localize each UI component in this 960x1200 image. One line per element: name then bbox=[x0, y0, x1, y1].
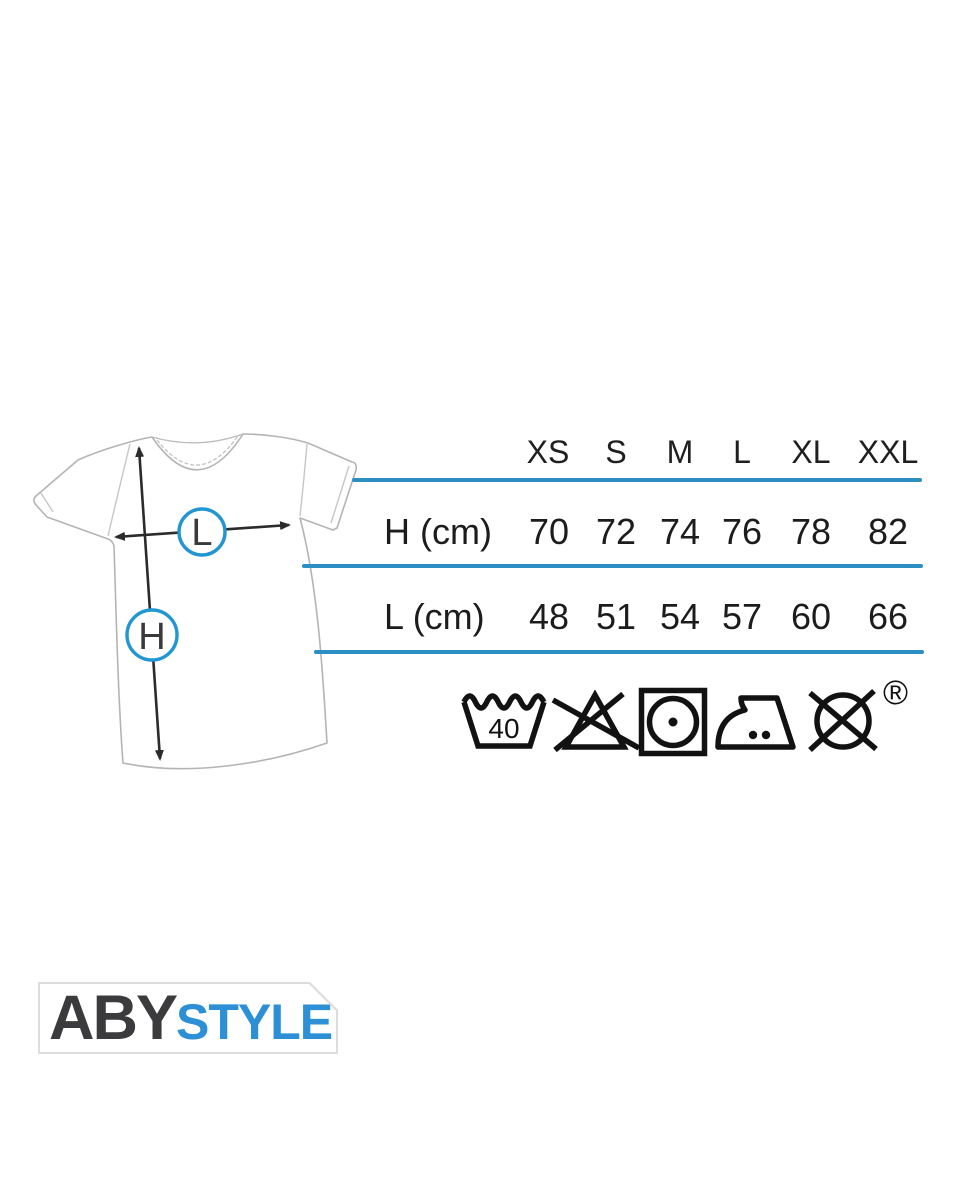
width-value-xxl: 66 bbox=[867, 596, 909, 637]
width-value-xs: 48 bbox=[528, 596, 570, 637]
left-sleeve-seam bbox=[107, 443, 131, 537]
size-col-header-m: M bbox=[666, 434, 694, 470]
left-cuff-fold bbox=[40, 492, 54, 513]
logo-text-style: STYLE bbox=[176, 994, 333, 1050]
height-value-xxl: 82 bbox=[867, 511, 909, 552]
width-label: L bbox=[191, 512, 212, 554]
height-arrow bbox=[135, 446, 164, 761]
width-row-label: L (cm) bbox=[384, 596, 485, 637]
table-divider-middle bbox=[302, 564, 923, 568]
width-value-l: 57 bbox=[721, 596, 763, 637]
table-divider-top bbox=[352, 478, 922, 482]
size-col-header-s: S bbox=[605, 434, 627, 470]
height-row-label: H (cm) bbox=[384, 511, 492, 552]
registered-trademark: ® bbox=[883, 674, 909, 712]
abystyle-logo: ABY STYLE bbox=[38, 982, 338, 1054]
height-label: H bbox=[138, 616, 165, 658]
height-value-l: 76 bbox=[721, 511, 763, 552]
size-col-header-xl: XL bbox=[791, 434, 831, 470]
do-not-bleach-icon bbox=[551, 690, 641, 752]
right-sleeve-seam bbox=[299, 443, 308, 517]
wash-temperature-label: 40 bbox=[488, 713, 519, 744]
size-col-header-xs: XS bbox=[526, 434, 570, 470]
collar-inner-line bbox=[156, 435, 239, 466]
height-value-s: 72 bbox=[595, 511, 637, 552]
width-value-xl: 60 bbox=[790, 596, 832, 637]
iron-icon bbox=[715, 695, 796, 750]
abystyle-logo-inner: ABY STYLE bbox=[40, 984, 336, 1052]
height-value-xl: 78 bbox=[790, 511, 832, 552]
do-not-dry-clean-icon bbox=[808, 688, 878, 753]
height-label-circle bbox=[125, 608, 179, 662]
size-col-header-xxl: XXL bbox=[857, 434, 919, 470]
tshirt-diagram: L H bbox=[33, 433, 358, 770]
height-value-xs: 70 bbox=[528, 511, 570, 552]
tumble-dry-icon bbox=[638, 687, 708, 757]
tshirt-outline bbox=[33, 433, 358, 770]
right-cuff-fold bbox=[330, 465, 350, 524]
machine-wash-40-icon: 40 bbox=[461, 693, 547, 749]
size-col-header-l: L bbox=[733, 434, 751, 470]
width-value-m: 54 bbox=[659, 596, 701, 637]
width-label-circle bbox=[177, 507, 227, 557]
height-value-m: 74 bbox=[659, 511, 701, 552]
collar-back-line bbox=[151, 433, 244, 444]
logo-text-aby: ABY bbox=[49, 983, 177, 1053]
width-value-s: 51 bbox=[595, 596, 637, 637]
table-divider-bottom bbox=[314, 650, 924, 654]
